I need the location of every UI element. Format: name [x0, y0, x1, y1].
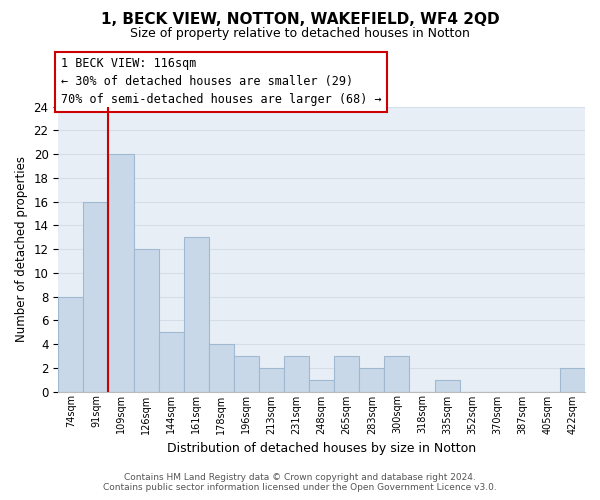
Bar [109, 154, 134, 392]
Bar [560, 368, 585, 392]
Bar [234, 356, 259, 392]
Bar [58, 296, 83, 392]
Bar [259, 368, 284, 392]
Text: Contains HM Land Registry data © Crown copyright and database right 2024.
Contai: Contains HM Land Registry data © Crown c… [103, 473, 497, 492]
Bar [134, 249, 158, 392]
Bar [385, 356, 409, 392]
Text: Size of property relative to detached houses in Notton: Size of property relative to detached ho… [130, 28, 470, 40]
Bar [83, 202, 109, 392]
Bar [309, 380, 334, 392]
Bar [158, 332, 184, 392]
X-axis label: Distribution of detached houses by size in Notton: Distribution of detached houses by size … [167, 442, 476, 455]
Bar [359, 368, 385, 392]
Bar [284, 356, 309, 392]
Bar [334, 356, 359, 392]
Text: 1 BECK VIEW: 116sqm
← 30% of detached houses are smaller (29)
70% of semi-detach: 1 BECK VIEW: 116sqm ← 30% of detached ho… [61, 58, 382, 106]
Text: 1, BECK VIEW, NOTTON, WAKEFIELD, WF4 2QD: 1, BECK VIEW, NOTTON, WAKEFIELD, WF4 2QD [101, 12, 499, 28]
Bar [209, 344, 234, 392]
Y-axis label: Number of detached properties: Number of detached properties [15, 156, 28, 342]
Bar [434, 380, 460, 392]
Bar [184, 237, 209, 392]
